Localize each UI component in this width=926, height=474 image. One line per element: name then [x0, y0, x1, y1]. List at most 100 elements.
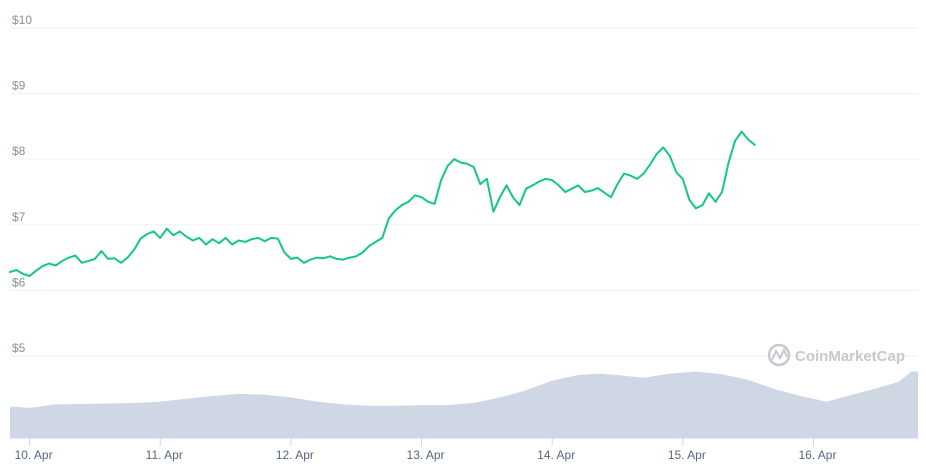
price-point	[518, 204, 521, 206]
price-line	[9, 130, 756, 277]
y-tick-label: $6	[12, 275, 26, 289]
price-point	[492, 210, 495, 213]
price-point	[695, 207, 697, 210]
price-point	[28, 275, 31, 277]
price-point	[264, 240, 266, 242]
price-point	[440, 179, 442, 181]
price-point	[401, 204, 403, 206]
x-tick-label: 14. Apr	[537, 448, 575, 462]
price-point	[453, 158, 456, 160]
price-point	[348, 256, 351, 259]
price-point	[159, 237, 161, 239]
price-point	[94, 258, 96, 260]
price-point	[662, 146, 664, 149]
price-point	[734, 140, 736, 142]
price-point	[740, 130, 743, 133]
x-tick-label: 10. Apr	[15, 448, 53, 462]
price-point	[368, 245, 371, 247]
watermark: CoinMarketCap	[767, 343, 905, 367]
price-point	[655, 153, 658, 155]
price-point	[459, 161, 462, 164]
price-point	[205, 243, 207, 246]
price-point	[388, 217, 390, 219]
price-point	[642, 172, 645, 175]
price-point	[290, 258, 292, 260]
price-point	[479, 183, 482, 185]
price-point	[375, 241, 377, 243]
price-point	[74, 254, 77, 257]
price-point	[146, 233, 148, 235]
price-point	[100, 250, 103, 252]
price-point	[257, 237, 260, 239]
grid-lines	[10, 27, 918, 357]
y-tick-label: $7	[12, 210, 26, 224]
price-point	[499, 196, 501, 198]
price-point	[747, 138, 749, 141]
price-point	[244, 241, 246, 243]
price-point	[198, 237, 201, 239]
price-point	[48, 262, 50, 265]
price-point	[544, 178, 547, 180]
price-point	[87, 260, 90, 262]
price-point	[218, 242, 220, 244]
price-point	[329, 255, 331, 258]
price-point	[701, 204, 704, 206]
x-tick-label: 15. Apr	[668, 448, 706, 462]
price-point	[237, 239, 240, 242]
price-point	[192, 239, 194, 242]
watermark-text: CoinMarketCap	[795, 348, 905, 365]
price-point	[381, 237, 384, 239]
price-point	[636, 178, 638, 180]
price-point	[231, 243, 233, 246]
price-point	[629, 174, 632, 177]
price-point	[623, 172, 625, 175]
price-point	[590, 189, 593, 192]
price-point	[610, 196, 612, 198]
price-point	[616, 183, 619, 185]
price-point	[270, 237, 273, 239]
price-point	[224, 237, 227, 239]
price-point	[649, 163, 651, 166]
y-tick-label: $8	[12, 144, 26, 158]
x-tick-label: 16. Apr	[798, 448, 836, 462]
y-tick-label: $5	[12, 341, 26, 355]
price-point	[120, 262, 122, 264]
y-tick-label: $9	[12, 79, 26, 93]
price-point	[597, 187, 599, 189]
price-point	[303, 262, 305, 264]
price-point	[557, 184, 560, 187]
price-point	[538, 180, 540, 183]
price-point	[551, 179, 553, 181]
price-point	[41, 265, 44, 267]
price-point	[531, 184, 534, 187]
price-series-line	[9, 130, 756, 277]
price-point	[564, 191, 567, 193]
y-axis-labels: $5 $6 $7 $8 $9 $10	[12, 13, 32, 355]
price-point	[68, 256, 70, 259]
price-point	[342, 258, 345, 261]
price-point	[505, 184, 508, 187]
price-point	[675, 171, 678, 174]
price-point	[446, 165, 449, 167]
price-point	[486, 178, 488, 180]
x-tick-label: 13. Apr	[407, 448, 445, 462]
price-point	[152, 230, 155, 233]
price-point	[571, 187, 573, 190]
x-axis: 10. Apr 11. Apr 12. Apr 13. Apr 14. Apr 15. A…	[10, 437, 918, 462]
price-point	[682, 178, 684, 180]
price-point	[296, 256, 299, 259]
price-point	[584, 191, 586, 193]
price-point	[714, 201, 717, 203]
price-point	[512, 196, 514, 198]
volume-area-path	[10, 371, 918, 438]
price-point	[603, 191, 606, 194]
price-point	[61, 260, 64, 262]
price-point	[35, 269, 37, 272]
price-point	[394, 209, 397, 212]
price-point	[277, 237, 279, 240]
price-point	[54, 264, 57, 267]
y-tick-label: $10	[12, 13, 32, 27]
price-point	[669, 155, 671, 157]
price-point	[708, 192, 710, 195]
price-point	[420, 196, 423, 198]
